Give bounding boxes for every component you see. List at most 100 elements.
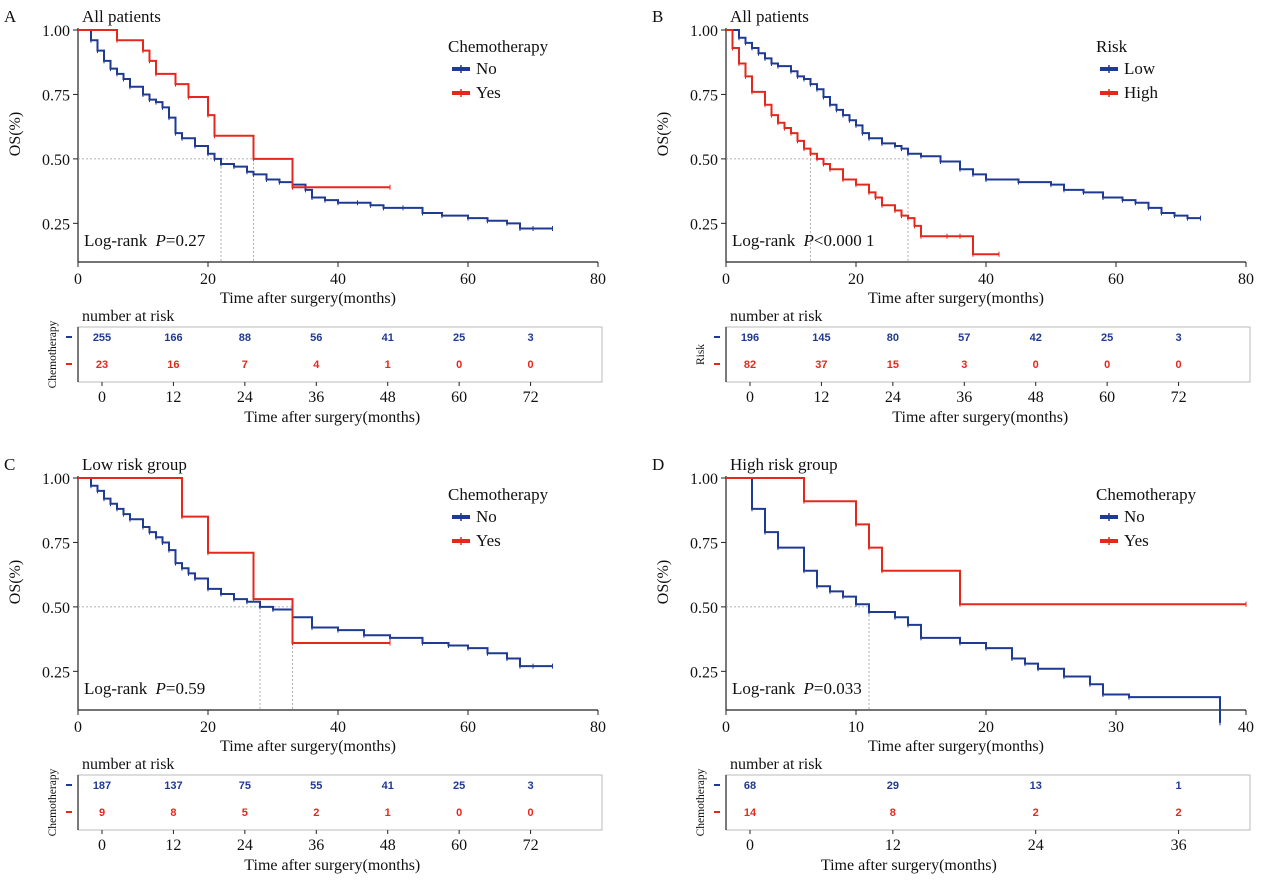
risk-time-label: 36 [1171, 837, 1187, 854]
risk-time-label: 12 [165, 389, 181, 406]
risk-count: 0 [528, 807, 534, 819]
risk-count: 187 [93, 780, 111, 792]
legend-label: Yes [1124, 531, 1149, 550]
risk-count: 1 [1176, 780, 1182, 792]
y-tick-label: 0.25 [42, 216, 70, 233]
risk-table-heading: number at risk [82, 308, 174, 325]
y-axis-label: OS(%) [7, 112, 24, 156]
risk-table-box [77, 326, 603, 383]
risk-count: 55 [310, 780, 322, 792]
risk-count: 7 [242, 359, 248, 371]
logrank-annotation: Log-rank P=0.27 [84, 231, 206, 250]
risk-count: 145 [812, 332, 830, 344]
risk-table-box [725, 774, 1251, 831]
p-value: =0.59 [166, 679, 205, 698]
risk-time-label: 72 [1171, 389, 1187, 406]
risk-count: 75 [239, 780, 251, 792]
panel-title: All patients [82, 7, 161, 26]
x-tick-label: 0 [74, 271, 82, 288]
legend-label: High [1124, 83, 1159, 102]
risk-time-label: 24 [237, 389, 253, 406]
x-axis-label: Time after surgery(months) [220, 290, 396, 307]
y-tick-label: 0.25 [690, 664, 718, 681]
y-tick-label: 0.75 [42, 87, 70, 104]
risk-time-label: 0 [98, 389, 106, 406]
risk-count: 15 [887, 359, 899, 371]
legend-title: Chemotherapy [1096, 485, 1197, 504]
y-axis-label: OS(%) [655, 112, 672, 156]
panel-letter: D [652, 455, 664, 474]
logrank-prefix: Log-rank [84, 679, 152, 698]
panel-letter: B [652, 7, 663, 26]
risk-time-label: 48 [380, 389, 396, 406]
x-tick-label: 10 [848, 719, 864, 736]
risk-time-label: 12 [813, 389, 829, 406]
risk-count: 0 [1104, 359, 1110, 371]
risk-count: 0 [456, 807, 462, 819]
y-tick-label: 1.00 [690, 23, 718, 40]
risk-time-axis-label: Time after surgery(months) [244, 409, 420, 426]
y-tick-label: 0.50 [42, 152, 70, 169]
risk-count: 68 [744, 780, 756, 792]
risk-count: 5 [242, 807, 248, 819]
risk-time-label: 24 [885, 389, 901, 406]
logrank-prefix: Log-rank [732, 679, 800, 698]
risk-table-heading: number at risk [730, 756, 822, 773]
risk-count: 14 [744, 807, 757, 819]
p-value: =0.033 [814, 679, 862, 698]
risk-count: 1 [385, 359, 391, 371]
risk-count: 25 [1101, 332, 1113, 344]
y-tick-label: 0.25 [690, 216, 718, 233]
panel-title: Low risk group [82, 455, 187, 474]
risk-time-label: 72 [523, 389, 539, 406]
risk-count: 2 [313, 807, 319, 819]
p-symbol: P [155, 231, 166, 250]
risk-group-label: Chemotherapy [695, 768, 707, 836]
x-tick-label: 20 [848, 271, 864, 288]
risk-group-label: Chemotherapy [47, 320, 59, 388]
risk-count: 166 [164, 332, 182, 344]
risk-count: 25 [453, 332, 465, 344]
km-curve-yes [78, 477, 390, 644]
risk-count: 0 [456, 359, 462, 371]
risk-time-label: 36 [956, 389, 972, 406]
km-curve-no [726, 477, 1221, 723]
x-tick-label: 30 [1108, 719, 1124, 736]
x-tick-label: 60 [460, 271, 476, 288]
risk-count: 255 [93, 332, 111, 344]
risk-count: 3 [1176, 332, 1182, 344]
risk-count: 3 [961, 359, 967, 371]
logrank-annotation: Log-rank P=0.59 [84, 679, 205, 698]
legend-title: Risk [1096, 37, 1128, 56]
risk-count: 29 [887, 780, 899, 792]
x-tick-label: 80 [1238, 271, 1254, 288]
x-tick-label: 0 [722, 719, 730, 736]
x-tick-label: 40 [330, 271, 346, 288]
risk-count: 0 [528, 359, 534, 371]
risk-time-label: 0 [746, 389, 754, 406]
risk-time-label: 48 [380, 837, 396, 854]
risk-time-label: 24 [1028, 837, 1044, 854]
risk-time-axis-label: Time after surgery(months) [821, 857, 997, 874]
x-tick-label: 20 [978, 719, 994, 736]
risk-group-label: Risk [695, 344, 707, 365]
risk-count: 57 [958, 332, 970, 344]
risk-time-label: 0 [98, 837, 106, 854]
x-axis-label: Time after surgery(months) [868, 290, 1044, 307]
risk-count: 23 [96, 359, 108, 371]
risk-count: 25 [453, 780, 465, 792]
x-tick-label: 40 [330, 719, 346, 736]
x-tick-label: 80 [590, 271, 606, 288]
y-tick-label: 0.50 [690, 600, 718, 617]
panel-b: B All patients 1.00 0.75 0.50 0.25 0 20 40 60 80 Ti… [652, 7, 1254, 426]
legend-title: Chemotherapy [448, 37, 549, 56]
p-value: =0.27 [166, 231, 206, 250]
risk-count: 3 [528, 780, 534, 792]
risk-table-heading: number at risk [82, 756, 174, 773]
risk-count: 16 [167, 359, 179, 371]
y-tick-label: 1.00 [42, 23, 70, 40]
p-value: <0.000 1 [814, 231, 875, 250]
